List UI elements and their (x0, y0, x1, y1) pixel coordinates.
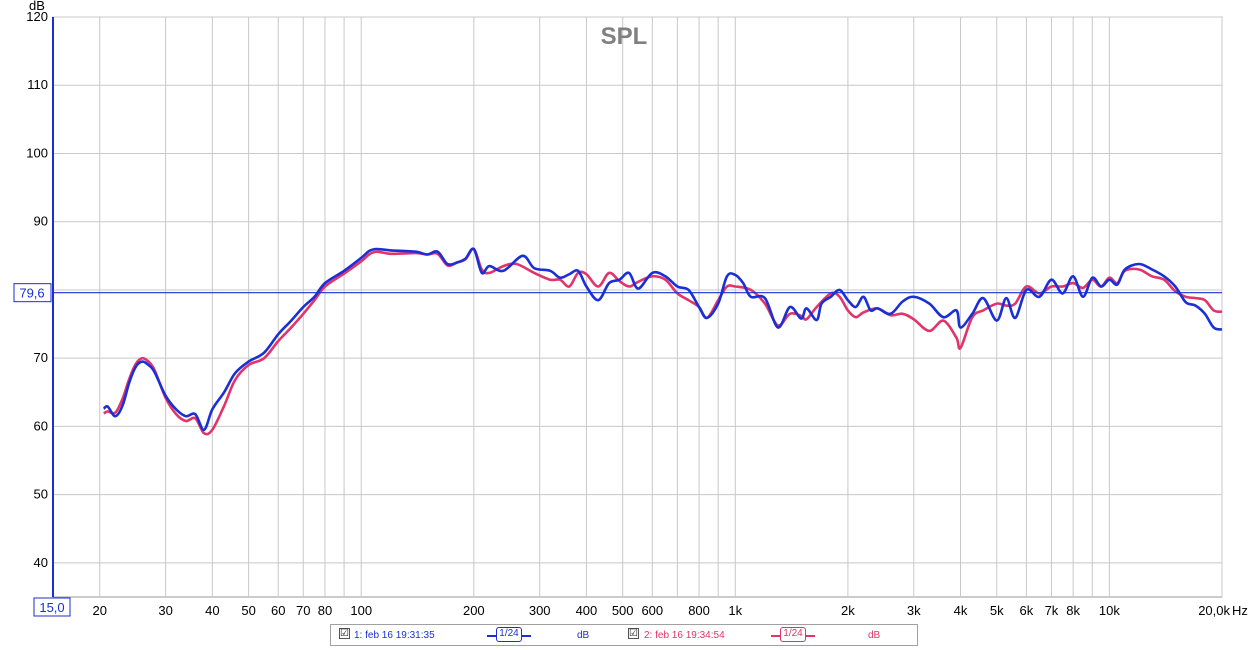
legend-unit-2: dB (868, 630, 881, 641)
x-tick-label: 20,0k (1198, 603, 1230, 618)
y-tick-label: 60 (34, 418, 48, 433)
y-min-value: 15,0 (39, 600, 64, 615)
y-tick-label: 50 (34, 487, 48, 502)
x-tick-label: 4k (954, 603, 968, 618)
y-axis-unit: dB (29, 0, 45, 13)
series-line-2 (103, 247, 1223, 436)
legend-smoothing-1[interactable]: 1/24 (496, 627, 522, 642)
x-tick-label: 100 (350, 603, 372, 618)
x-tick-label: 8k (1066, 603, 1080, 618)
x-axis-unit: Hz (1232, 603, 1248, 618)
x-tick-label: 7k (1045, 603, 1059, 618)
x-tick-label: 6k (1020, 603, 1034, 618)
x-tick-label: 10k (1099, 603, 1120, 618)
y-tick-label: 40 (34, 555, 48, 570)
legend-checkbox-2[interactable]: ☑ (628, 628, 639, 639)
y-tick-label: 90 (34, 214, 48, 229)
y-min-badge (33, 597, 71, 617)
x-tick-label: 300 (529, 603, 551, 618)
grid (52, 16, 1223, 598)
x-tick-label: 400 (576, 603, 598, 618)
x-tick-label: 2k (841, 603, 855, 618)
spl-chart[interactable]: 4050607080901001101202030405060708010020… (0, 0, 1248, 624)
x-tick-label: 30 (158, 603, 172, 618)
legend-unit-1: dB (577, 630, 590, 641)
y-min-group[interactable]: 15,0 (33, 597, 71, 617)
cursor-group[interactable]: 79,6 (13, 283, 1222, 303)
y-tick-label: 110 (27, 77, 48, 92)
x-tick-label: 70 (296, 603, 310, 618)
cursor-badge (13, 283, 52, 303)
x-tick-label: 5k (990, 603, 1004, 618)
y-tick-label: 120 (26, 9, 48, 24)
x-tick-label: 1k (728, 603, 742, 618)
legend-label-1: 1: feb 16 19:31:35 (354, 630, 435, 641)
chart-title: SPL (601, 23, 648, 50)
legend: ☑ 1: feb 16 19:31:35 1/24 dB ☑ 2: feb 16… (330, 624, 918, 646)
y-tick-label: 70 (34, 350, 48, 365)
x-tick-label: 50 (241, 603, 255, 618)
plot-area (52, 16, 1223, 598)
cursor-value: 79,6 (19, 286, 44, 301)
x-tick-label: 500 (612, 603, 634, 618)
x-tick-label: 40 (205, 603, 219, 618)
x-tick-label: 3k (907, 603, 921, 618)
x-tick-label: 20 (93, 603, 107, 618)
series-group (102, 247, 1223, 436)
x-tick-label: 600 (641, 603, 663, 618)
legend-label-2: 2: feb 16 19:34:54 (644, 630, 725, 641)
x-tick-label: 80 (318, 603, 332, 618)
x-tick-label: 800 (688, 603, 710, 618)
legend-smoothing-2[interactable]: 1/24 (780, 627, 806, 642)
series-line-1 (102, 247, 1223, 432)
x-tick-label: 60 (271, 603, 285, 618)
x-tick-label: 200 (463, 603, 485, 618)
y-tick-label: 100 (26, 145, 48, 160)
legend-checkbox-1[interactable]: ☑ (339, 628, 350, 639)
